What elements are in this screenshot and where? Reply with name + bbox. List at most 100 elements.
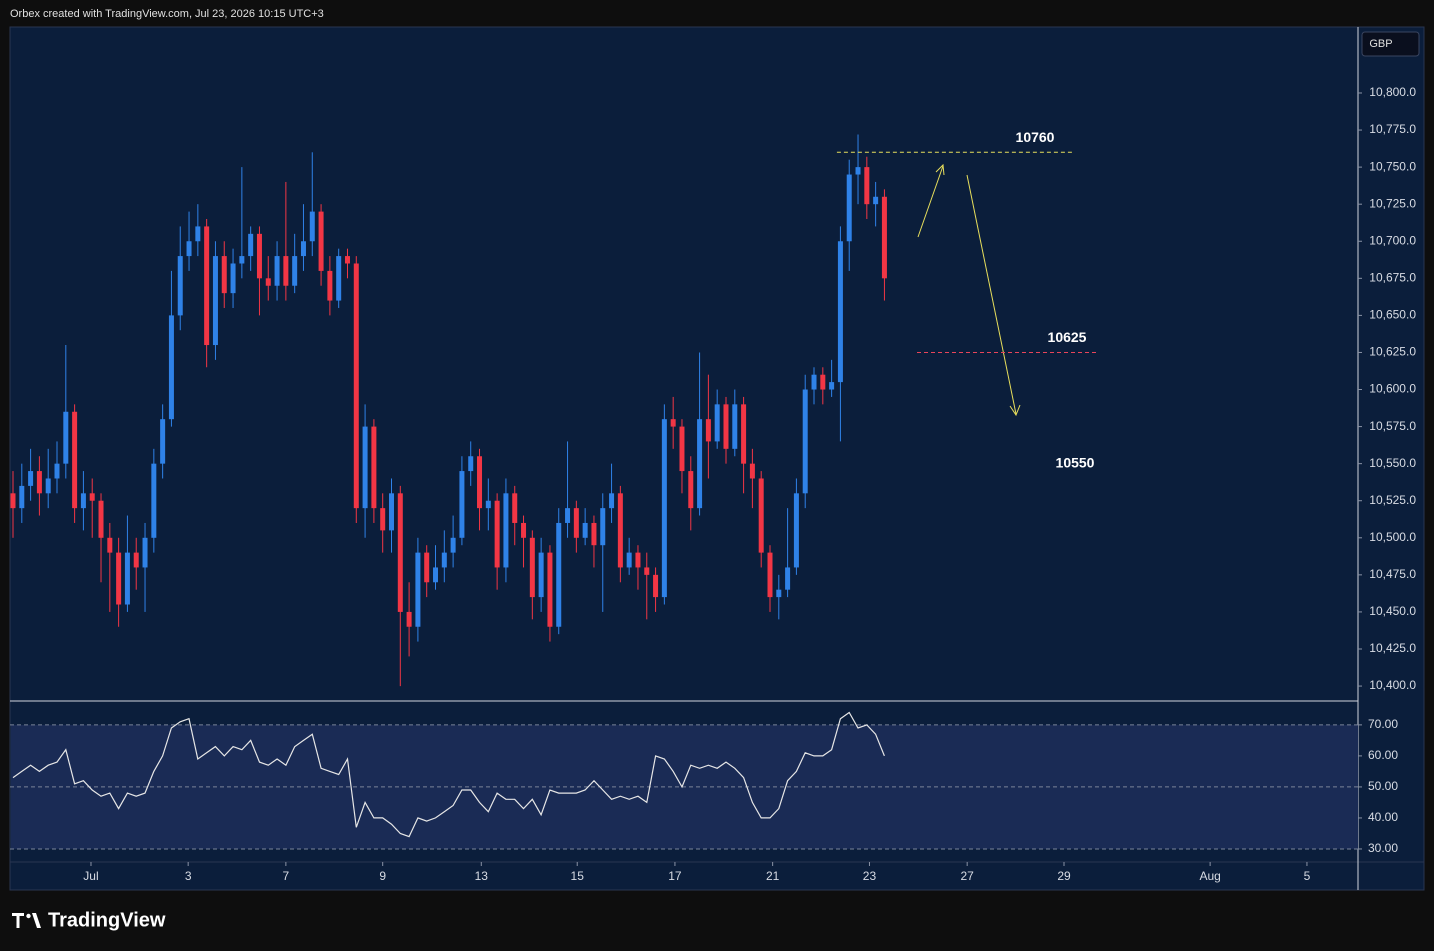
arrow-up	[917, 165, 944, 238]
price-tick-label: 10,625.0	[1369, 345, 1416, 359]
candle-body	[521, 522, 527, 538]
rsi-line	[12, 711, 885, 838]
candle-body	[72, 411, 78, 509]
time-tick-label: 9	[379, 869, 386, 883]
candle-body	[785, 567, 791, 590]
level-label: 10550	[1056, 454, 1095, 470]
time-tick-label: 17	[668, 869, 682, 883]
candle-body	[195, 226, 201, 242]
candle-body	[415, 552, 421, 627]
candle-body	[547, 552, 553, 627]
candle-body	[776, 589, 782, 598]
candle-body	[186, 241, 192, 257]
candle-body	[107, 537, 113, 553]
candle-body	[89, 493, 95, 501]
candle-body	[450, 537, 456, 553]
candle-body	[573, 508, 579, 538]
candle-body	[679, 426, 685, 472]
candle-body	[204, 226, 210, 346]
time-tick-label: 7	[283, 869, 290, 883]
candle-body	[820, 374, 826, 390]
candle-body	[98, 500, 104, 538]
time-tick-label: 15	[571, 869, 585, 883]
price-tick-label: 10,600.0	[1369, 382, 1416, 396]
candle-body	[397, 493, 403, 612]
candle-body	[80, 493, 86, 509]
rsi-tick-label: 30.00	[1368, 841, 1398, 855]
candle-body	[864, 167, 870, 205]
candle-body	[265, 278, 271, 286]
price-tick-label: 10,800.0	[1369, 85, 1416, 99]
candle-body	[468, 456, 474, 472]
candle-body	[151, 463, 157, 538]
price-tick-label: 10,450.0	[1369, 604, 1416, 618]
price-tick-label: 10,650.0	[1369, 308, 1416, 322]
candle-body	[168, 315, 174, 420]
price-tick-label: 10,550.0	[1369, 456, 1416, 470]
candle-body	[732, 404, 738, 449]
candle-body	[433, 567, 439, 583]
candle-body	[688, 471, 694, 509]
time-tick-label: 29	[1057, 869, 1071, 883]
time-tick-label: 27	[960, 869, 974, 883]
candle-body	[644, 567, 650, 575]
header-title: Orbex created with TradingView.com, Jul …	[10, 8, 324, 20]
time-tick-label: 5	[1304, 869, 1311, 883]
currency-label: GBP	[1369, 38, 1392, 50]
candle-body	[239, 256, 245, 264]
arrow-up-head	[935, 163, 945, 176]
candle-body	[670, 419, 676, 427]
candle-body	[829, 382, 835, 390]
price-tick-label: 10,500.0	[1369, 530, 1416, 544]
candle-body	[705, 419, 711, 442]
candle-body	[459, 471, 465, 538]
candle-body	[635, 552, 641, 568]
price-tick-label: 10,400.0	[1369, 678, 1416, 692]
time-tick-label: Aug	[1199, 869, 1220, 883]
candle-body	[556, 522, 562, 627]
candle-body	[477, 456, 483, 509]
rsi-tick-label: 70.00	[1368, 717, 1398, 731]
candle-body	[160, 419, 166, 464]
candle-body	[318, 211, 324, 271]
candle-body	[230, 263, 236, 294]
candle-body	[538, 552, 544, 598]
price-tick-label: 10,725.0	[1369, 196, 1416, 210]
candle-body	[591, 522, 597, 546]
candle-body	[881, 196, 887, 279]
candle-body	[336, 256, 342, 301]
candle-body	[353, 263, 359, 509]
price-tick-label: 10,775.0	[1369, 122, 1416, 136]
drawn-arrows	[917, 163, 1021, 417]
candle-body	[600, 508, 606, 546]
candle-body	[855, 167, 861, 175]
candle-body	[362, 426, 368, 509]
candle-body	[19, 485, 25, 509]
candle-body	[309, 211, 315, 242]
candle-body	[723, 404, 729, 449]
candle-body	[133, 552, 139, 568]
candle-body	[512, 493, 518, 523]
candle-body	[124, 552, 130, 605]
candle-body	[485, 500, 491, 509]
level-label: 10625	[1048, 329, 1087, 345]
candle-body	[793, 493, 799, 568]
candle-body	[344, 256, 350, 264]
candle-body	[28, 471, 34, 486]
candle-body	[45, 478, 51, 494]
candle-body	[212, 256, 218, 346]
candle-body	[116, 552, 122, 605]
candle-body	[653, 574, 659, 598]
candle-body	[327, 270, 333, 301]
price-tick-label: 10,475.0	[1369, 567, 1416, 581]
candle-body	[388, 493, 394, 531]
candle-body	[142, 537, 148, 568]
candle-body	[661, 419, 667, 598]
candle-body	[873, 196, 879, 205]
rsi-tick-label: 50.00	[1368, 779, 1398, 793]
candle-body	[749, 463, 755, 479]
candle-body	[837, 241, 843, 383]
currency-button[interactable]	[1361, 31, 1420, 57]
